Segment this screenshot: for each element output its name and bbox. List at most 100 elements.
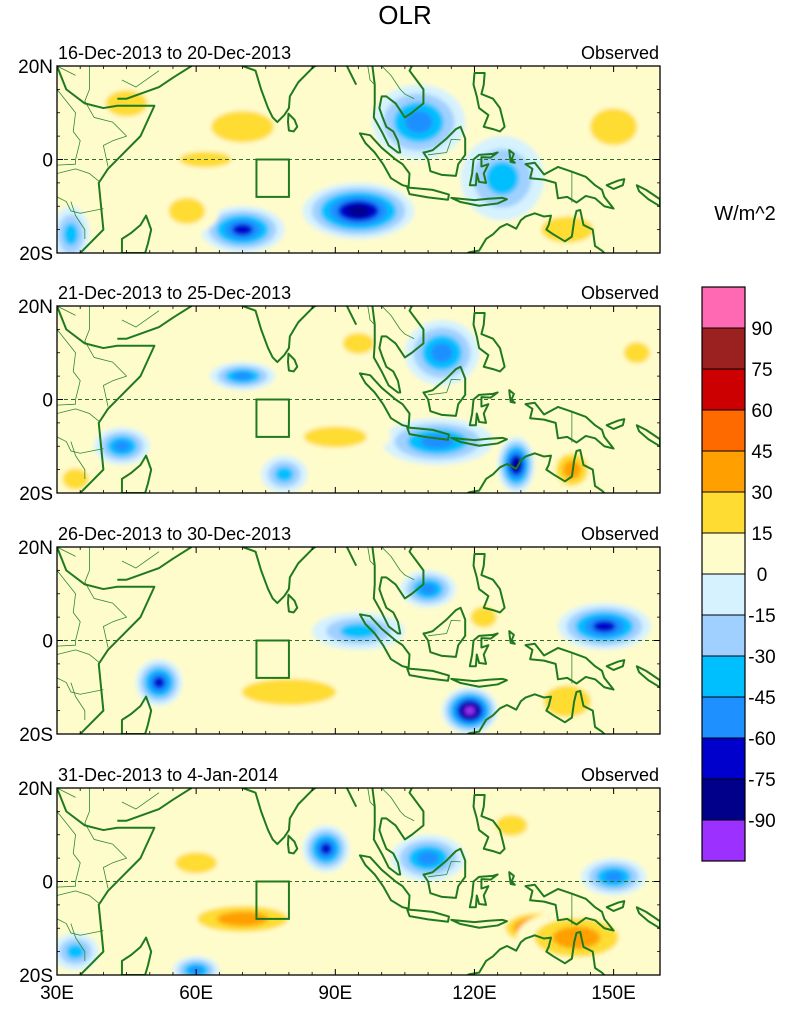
madagascar-outline xyxy=(120,695,153,734)
new-guinea-outline xyxy=(524,883,615,932)
map-panels: 20N 0 20S 16-Dec-2013 to 20-Dec-2013 Observe… xyxy=(18,43,661,987)
africa-coast xyxy=(57,66,156,253)
sulawesi-outline xyxy=(468,391,499,427)
x-tick-label: 30E xyxy=(40,983,74,1004)
country-border xyxy=(57,89,81,166)
lesser-sunda-islands xyxy=(450,918,508,929)
country-border xyxy=(57,890,99,904)
halmahera-outline xyxy=(508,630,516,645)
anomaly-contour xyxy=(603,871,624,883)
boxed-region xyxy=(255,639,290,679)
colorbar-legend: -90 -75 -60 -45 -30 -15 0 15 30 45 60 75 90 xyxy=(701,286,776,862)
y-tick-label: 0 xyxy=(42,391,53,412)
madagascar-outline xyxy=(120,214,153,253)
map-panel-1: 20N 0 20S 16-Dec-2013 to 20-Dec-2013 Observe… xyxy=(18,43,661,265)
y-tick-label: 20S xyxy=(19,484,53,505)
coastlines xyxy=(57,765,660,975)
solomon-islands-outline xyxy=(635,184,660,208)
anomaly-contour xyxy=(62,468,89,490)
new-guinea-outline xyxy=(524,401,615,450)
philippines-outline xyxy=(472,553,506,614)
new-britain-outline xyxy=(605,178,626,190)
y-tick-label: 0 xyxy=(42,151,53,172)
anomaly-field xyxy=(135,570,651,734)
anomaly-contour xyxy=(464,706,475,715)
colorbar-tick-label: 90 xyxy=(751,319,772,340)
panel-period: 26-Dec-2013 to 30-Dec-2013 xyxy=(58,524,291,544)
anomaly-contour xyxy=(211,110,274,143)
colorbar-swatch xyxy=(701,286,746,329)
country-border xyxy=(121,551,160,569)
y-tick-label: 20S xyxy=(19,725,53,746)
sri-lanka-outline xyxy=(286,112,299,133)
anomaly-contour xyxy=(485,161,519,195)
africa-coast xyxy=(57,788,156,975)
x-axis: 30E 60E 90E 120E 150E xyxy=(40,983,636,1004)
anomaly-contour xyxy=(347,205,370,217)
y-tick-label: 0 xyxy=(42,632,53,653)
country-border xyxy=(57,649,99,663)
arabia-coast xyxy=(117,788,193,822)
solomon-islands-outline xyxy=(635,906,660,930)
solomon-islands-outline xyxy=(635,424,660,448)
country-border xyxy=(367,66,376,85)
coastlines xyxy=(57,524,660,734)
colorbar-swatch xyxy=(701,778,746,821)
map-panel-4: 20N 0 20S 31-Dec-2013 to 4-Jan-2014 Observed xyxy=(18,765,661,987)
country-border xyxy=(312,524,335,543)
anomaly-contour xyxy=(416,851,440,866)
country-border xyxy=(57,408,99,422)
sumatra-outline xyxy=(358,613,411,669)
panel-source-label: Observed xyxy=(581,524,659,544)
philippines-outline xyxy=(472,72,506,133)
x-tick-label: 60E xyxy=(179,983,213,1004)
philippines-outline xyxy=(472,794,506,855)
x-tick-label: 150E xyxy=(591,983,635,1004)
country-border xyxy=(312,765,335,784)
colorbar-tick-label: -30 xyxy=(748,647,775,668)
halmahera-outline xyxy=(508,389,516,404)
malay-peninsula xyxy=(371,547,425,635)
sumatra-outline xyxy=(358,132,411,188)
country-border xyxy=(57,918,104,936)
country-border xyxy=(84,306,127,407)
colorbar-frame xyxy=(701,286,746,862)
anomaly-contour xyxy=(320,843,332,855)
country-border xyxy=(57,306,76,316)
anomaly-contour xyxy=(495,814,528,836)
country-border xyxy=(381,66,415,100)
country-border xyxy=(367,547,376,566)
anomaly-contour xyxy=(419,583,437,595)
colorbar-tick-label: 30 xyxy=(751,483,772,504)
colorbar-swatch xyxy=(701,696,746,739)
anomaly-contour xyxy=(552,926,601,949)
y-tick-label: 20N xyxy=(18,538,53,559)
australia-coast xyxy=(465,448,606,493)
malay-peninsula xyxy=(371,306,425,394)
country-border xyxy=(121,792,160,810)
india-coast xyxy=(241,306,358,364)
malay-peninsula xyxy=(371,788,425,876)
anomaly-contour xyxy=(232,223,253,236)
anomaly-contour xyxy=(105,90,148,117)
anomaly-contour xyxy=(241,678,337,706)
country-border xyxy=(381,547,415,581)
country-border xyxy=(312,43,335,62)
colorbar-tick-label: -45 xyxy=(748,688,775,709)
country-border xyxy=(57,677,104,695)
anomaly-contour xyxy=(175,852,218,874)
colorbar-tick-label: -60 xyxy=(748,729,775,750)
new-guinea-outline xyxy=(524,642,615,691)
colorbar-tick-label: 60 xyxy=(751,401,772,422)
anomaly-contour xyxy=(168,197,206,225)
map-panel-2: 20N 0 20S 21-Dec-2013 to 25-Dec-2013 Observe… xyxy=(18,283,661,505)
anomaly-contour xyxy=(113,440,131,452)
country-border xyxy=(312,283,335,302)
anomaly-contour xyxy=(216,911,269,927)
country-border xyxy=(70,441,86,479)
colorbar-swatch xyxy=(701,819,746,862)
colorbar-tick-label: -75 xyxy=(748,770,775,791)
anomaly-contour xyxy=(153,676,165,689)
panel-source-label: Observed xyxy=(581,43,659,63)
boxed-region xyxy=(255,398,290,438)
